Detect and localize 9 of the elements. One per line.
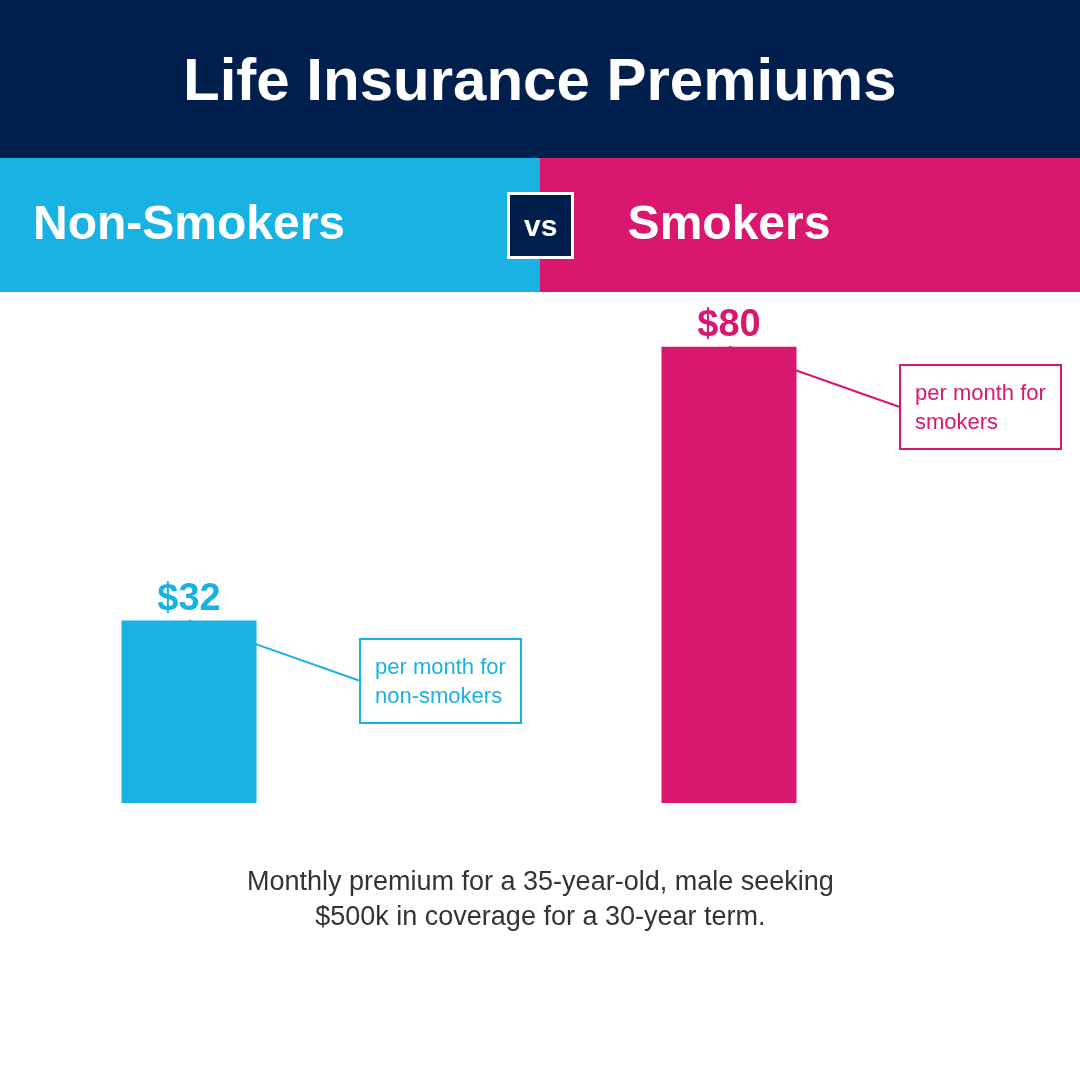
annotation: per month for smokers	[915, 380, 1046, 434]
text: Monthly premium for a 35-year-old, male seeking $500k in coverage for a 30-year term.	[247, 866, 834, 932]
data-label: $32	[157, 575, 221, 618]
data-label: $80	[697, 301, 761, 344]
text: vs	[524, 209, 558, 242]
x-tick-label: Non-Smokers	[32, 196, 346, 250]
annotation: per month for non-smokers	[375, 654, 506, 708]
chart-title: Life Insurance Premiums	[183, 46, 897, 113]
x-tick-label: Smokers	[627, 196, 831, 250]
